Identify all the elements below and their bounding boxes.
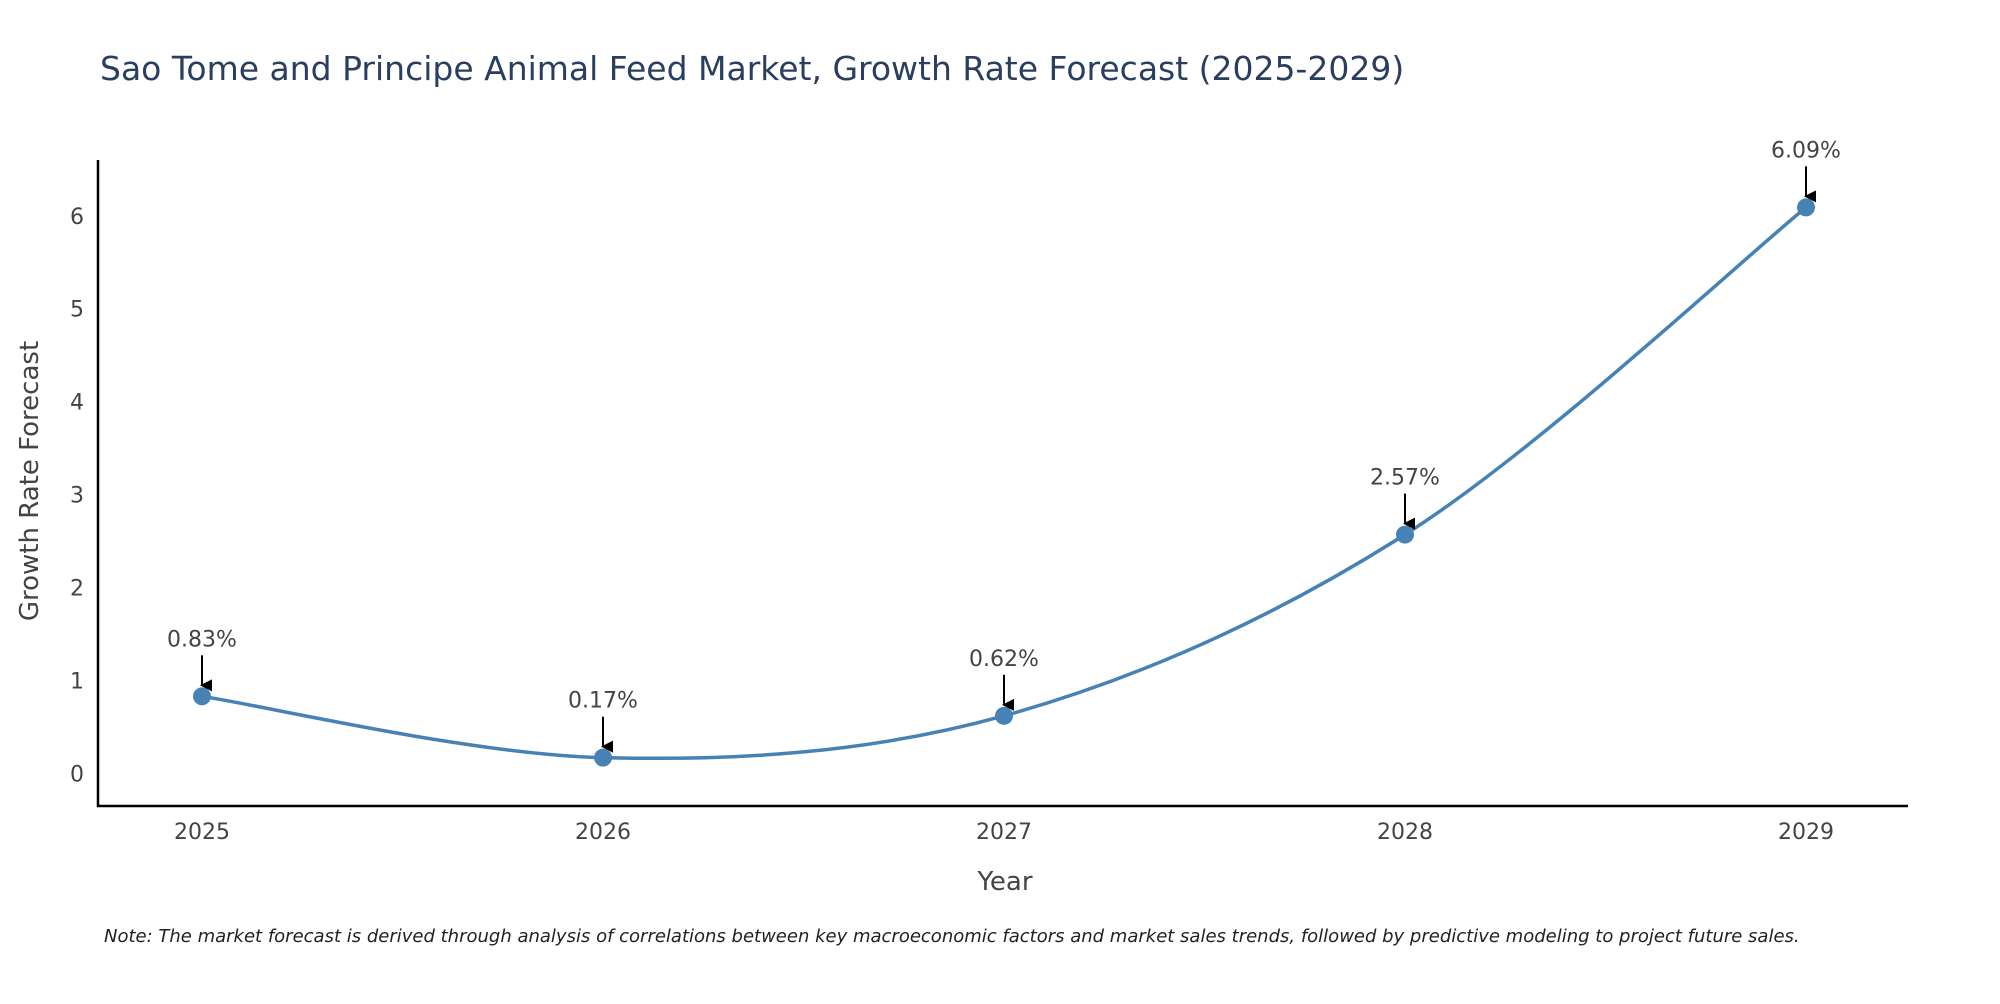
y-tick-label: 5 — [70, 298, 84, 323]
data-point[interactable] — [1396, 525, 1414, 544]
chart-title: Sao Tome and Principe Animal Feed Market… — [100, 49, 1404, 88]
y-tick-label: 6 — [70, 205, 84, 230]
x-tick-label: 2025 — [174, 820, 230, 845]
data-point[interactable] — [1797, 198, 1815, 217]
data-label: 2.57% — [1370, 466, 1440, 491]
y-tick-label: 1 — [70, 670, 84, 695]
y-tick-label: 2 — [70, 577, 84, 602]
x-tick-label: 2028 — [1377, 820, 1433, 845]
data-label: 0.17% — [568, 689, 638, 714]
data-label: 0.83% — [167, 627, 237, 652]
data-label: 6.09% — [1771, 138, 1841, 163]
data-point[interactable] — [594, 748, 612, 767]
y-tick-label: 4 — [70, 391, 84, 416]
series-line — [201, 206, 1808, 761]
chart-note: Note: The market forecast is derived thr… — [104, 926, 1800, 947]
data-point[interactable] — [995, 706, 1013, 725]
series-layer — [193, 198, 1815, 767]
x-tick-label: 2027 — [976, 820, 1032, 845]
y-tick-label: 0 — [70, 762, 84, 787]
y-axis-title: Growth Rate Forecast — [15, 341, 45, 621]
axes: 0 1 2 3 4 5 6 2025 2026 2027 2028 2029 — [70, 160, 1908, 845]
data-labels-layer: 0.83% 0.17% 0.62% 2.57% 6.09% — [167, 138, 1841, 753]
data-label: 0.62% — [969, 647, 1039, 672]
x-axis-title: Year — [976, 867, 1032, 897]
y-tick-label: 3 — [70, 484, 84, 509]
x-tick-label: 2026 — [575, 820, 631, 845]
data-point[interactable] — [193, 687, 211, 706]
x-tick-label: 2029 — [1778, 820, 1834, 845]
